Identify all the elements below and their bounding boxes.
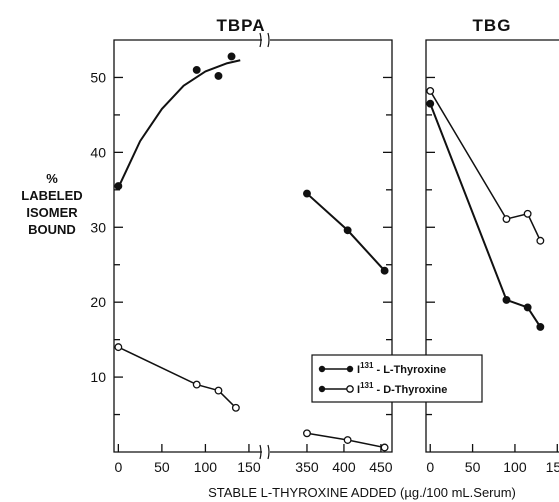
x-axis-label: STABLE L-THYROXINE ADDED (µg./100 mL.Ser… xyxy=(208,485,516,500)
tbpa-d-thyroxine-2-point xyxy=(231,403,240,412)
tbg-d-thyroxine-1-line xyxy=(429,90,542,242)
y-tick-label: 40 xyxy=(90,144,106,160)
axis-break-mark xyxy=(259,444,262,460)
tbpa-x-tick-label: 50 xyxy=(154,459,170,475)
legend-d-sup: 131 xyxy=(360,381,374,390)
y-axis-label-line-1: % xyxy=(46,171,58,186)
legend-marker-d xyxy=(318,385,326,393)
legend-l-sup: 131 xyxy=(360,361,374,370)
legend-marker-l xyxy=(318,365,326,373)
tbg-l-thyroxine-0-point xyxy=(523,303,532,312)
tbpa-x-tick-label: 400 xyxy=(332,459,356,475)
tbpa-frame-right xyxy=(270,39,393,453)
tbpa-d-thyroxine-2-line xyxy=(118,346,237,409)
legend-item-d: I131 - D-Thyroxine xyxy=(357,381,447,396)
y-tick-label: 30 xyxy=(90,219,106,235)
y-axis-label-line-3: ISOMER xyxy=(26,205,78,220)
legend-l-text: - L-Thyroxine xyxy=(373,364,446,376)
data-series xyxy=(114,52,545,452)
tbg-x-tick-label: 50 xyxy=(465,459,481,475)
y-axis-label-line-4: BOUND xyxy=(28,222,76,237)
tbg-d-thyroxine-1-point xyxy=(502,215,511,223)
y-axis-label-line-2: LABELED xyxy=(21,188,82,203)
tbpa-d-thyroxine-2-point xyxy=(192,380,201,389)
tbpa-d-thyroxine-3-point xyxy=(380,443,389,452)
tbpa-l-thyroxine-0-point xyxy=(114,182,123,191)
tbpa-x-tick-label: 0 xyxy=(114,459,122,475)
legend-item-l: I131 - L-Thyroxine xyxy=(357,361,446,376)
tbpa-l-thyroxine-0-point xyxy=(214,72,223,80)
tbg-x-tick-label: 0 xyxy=(426,459,434,475)
axis-break-mark xyxy=(267,444,270,460)
legend-box xyxy=(311,354,483,403)
tbpa-x-tick-label: 450 xyxy=(369,459,393,475)
tbg-l-thyroxine-0-point xyxy=(426,99,435,108)
tbpa-d-thyroxine-2-point xyxy=(114,343,123,352)
tbpa-d-thyroxine-3-point xyxy=(303,429,311,438)
tbg-d-thyroxine-1-point xyxy=(426,86,435,95)
tbpa-x-tick-label: 150 xyxy=(237,459,261,475)
tbpa-l-thyroxine-1-point xyxy=(303,189,311,198)
y-tick-label: 20 xyxy=(90,294,106,310)
tbg-d-thyroxine-1-point xyxy=(536,236,545,245)
tbpa-frame-left xyxy=(113,39,262,453)
tbg-x-tick-label: 100 xyxy=(503,459,527,475)
legend-marker-d-end xyxy=(346,385,354,393)
axes-frames xyxy=(113,32,559,460)
tbg-l-thyroxine-0-point xyxy=(502,295,511,304)
tbg-x-tick-label: 150 xyxy=(546,459,559,475)
tbpa-panel-title: TBPA xyxy=(216,16,265,35)
tbpa-l-thyroxine-0-point xyxy=(192,66,201,74)
legend-marker-l-end xyxy=(346,365,354,373)
axis-break-mark xyxy=(259,32,262,48)
tbpa-l-thyroxine-1-point xyxy=(380,266,389,275)
legend: I131 - L-Thyroxine I131 - D-Thyroxine xyxy=(311,354,483,403)
legend-d-prefix: I xyxy=(357,384,360,396)
legend-d-text: - D-Thyroxine xyxy=(373,384,447,396)
legend-l-prefix: I xyxy=(357,364,360,376)
tbg-l-thyroxine-0-line xyxy=(429,103,542,328)
y-tick-label: 50 xyxy=(90,69,106,85)
tbg-panel-title: TBG xyxy=(473,16,512,35)
tbpa-l-thyroxine-0-point xyxy=(227,52,236,61)
y-tick-label: 10 xyxy=(90,369,106,385)
tbg-frame xyxy=(425,39,559,453)
tbpa-d-thyroxine-2-point xyxy=(214,386,223,395)
tbpa-d-thyroxine-3-point xyxy=(343,436,352,444)
axes-ticks: 10 20 30 40 50 0 50 100 150 350 400 450 0 50 100 150 xyxy=(90,69,559,475)
tbg-d-thyroxine-1-point xyxy=(523,209,532,218)
tbpa-x-tick-label: 100 xyxy=(194,459,218,475)
tbpa-l-thyroxine-0-fit-curve xyxy=(117,59,241,188)
tbpa-l-thyroxine-1-point xyxy=(343,226,352,235)
tbpa-x-tick-label: 350 xyxy=(295,459,319,475)
axis-break-mark xyxy=(267,32,270,48)
tbg-l-thyroxine-0-point xyxy=(536,322,545,331)
